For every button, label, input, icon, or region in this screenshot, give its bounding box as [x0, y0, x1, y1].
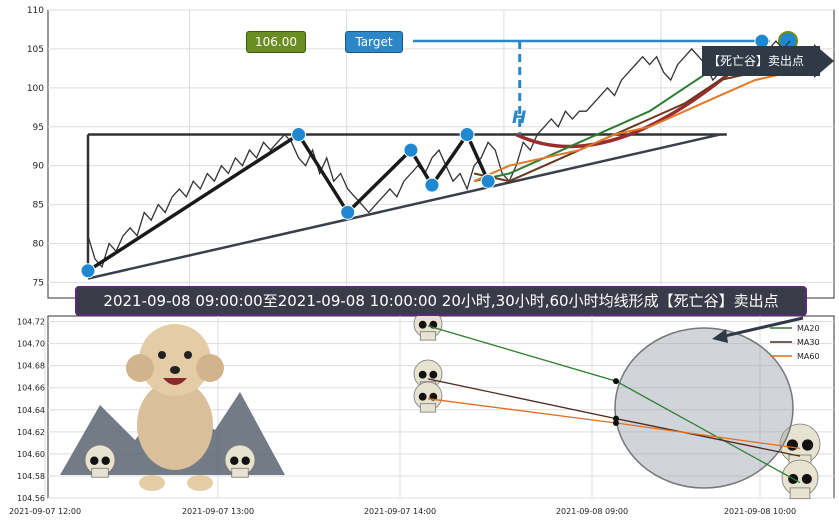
rounding-curve: [515, 43, 764, 149]
pointer-arrow-head: [712, 329, 728, 343]
y-tick-label: 104.60: [17, 450, 45, 459]
main-series: [80, 33, 791, 280]
ma30-line: [473, 63, 791, 183]
skull-eye: [429, 370, 438, 379]
ma-point: [613, 378, 619, 385]
y-tick-label: 104.72: [17, 318, 45, 327]
death-cross-arrow: 【死亡谷】卖出点: [702, 46, 820, 76]
ma60-line: [473, 71, 791, 183]
pattern-point-marker: [80, 263, 96, 279]
target-value-badge: 106.00: [246, 31, 306, 53]
skull-eye: [801, 473, 812, 484]
ma-point: [613, 415, 619, 422]
y-tick-label: 104.62: [17, 428, 45, 437]
y-tick-label: 100: [27, 84, 44, 94]
skull-eye: [418, 370, 427, 379]
skull-eye: [241, 456, 250, 465]
x-tick-label: 2021-09-07 12:00: [9, 507, 81, 516]
ma-legend: MA20 MA30 MA60: [770, 324, 820, 361]
legend-label: MA60: [797, 352, 820, 361]
pattern-point-marker: [459, 127, 475, 143]
skull-eye: [101, 456, 110, 465]
skull-group: [84, 31, 821, 500]
death-valley-ellipse: [614, 327, 794, 489]
y-tick-label: 104.56: [17, 494, 45, 503]
skull-icon: [84, 444, 116, 478]
legend-label: MA30: [797, 338, 820, 347]
ma-plot-x-ticks: 2021-09-07 12:00 2021-09-07 13:00 2021-09-…: [9, 507, 796, 516]
death-cross-arrow-head: [814, 44, 834, 78]
h-label: H: [512, 108, 527, 128]
skull-jaw: [789, 487, 811, 500]
pattern-point-marker: [480, 173, 496, 189]
price-line: [87, 40, 791, 269]
x-tick-label: 2021-09-08 10:00: [724, 507, 796, 516]
skull-eye: [786, 439, 799, 451]
pattern-point-marker: [291, 127, 307, 143]
main-plot-y-ticks: 75 80 85 90 95 100 105 110: [27, 6, 44, 288]
skull-jaw: [231, 467, 249, 478]
ma-plot-y-ticks: 104.56 104.58 104.60 104.62 104.64 104.66 104.…: [17, 318, 45, 503]
pattern-point-marker: [340, 204, 356, 220]
support-line: [87, 133, 721, 280]
y-tick-label: 104.66: [17, 384, 45, 393]
skull-eye: [802, 439, 814, 451]
pointer-arrow: [715, 316, 804, 340]
y-tick-label: 80: [33, 240, 45, 250]
skull-eye: [230, 456, 239, 465]
y-tick-label: 75: [33, 278, 44, 288]
target-label-badge: Target: [345, 31, 403, 53]
ma-point: [613, 419, 619, 426]
poodle-icon: [126, 324, 224, 491]
x-tick-label: 2021-09-07 14:00: [364, 507, 436, 516]
skull-icon: [413, 381, 443, 413]
skull-icon: [781, 459, 819, 500]
skull-jaw: [419, 331, 437, 341]
y-tick-label: 110: [27, 6, 44, 16]
skull-eye: [90, 456, 99, 465]
signal-banner: 2021-09-08 09:00:00至2021-09-08 10:00:00 …: [75, 286, 807, 316]
x-tick-label: 2021-09-08 09:00: [556, 507, 628, 516]
y-tick-label: 85: [33, 201, 44, 211]
legend-label: MA20: [797, 324, 820, 333]
pattern-point-marker: [424, 177, 440, 193]
ma-series: [427, 316, 804, 484]
x-tick-label: 2021-09-07 13:00: [182, 507, 254, 516]
skull-eye: [418, 392, 427, 401]
skull-icon: [224, 444, 256, 478]
skull-jaw: [419, 403, 437, 413]
y-tick-label: 105: [27, 45, 44, 55]
y-tick-label: 104.70: [17, 340, 45, 349]
y-tick-label: 95: [33, 123, 44, 133]
y-tick-label: 90: [33, 162, 45, 172]
y-tick-label: 104.58: [17, 472, 45, 481]
skull-eye: [418, 320, 427, 329]
y-tick-label: 104.64: [17, 406, 45, 415]
pattern-point-marker: [403, 142, 419, 158]
y-tick-label: 104.68: [17, 362, 45, 371]
skull-jaw: [91, 467, 109, 478]
